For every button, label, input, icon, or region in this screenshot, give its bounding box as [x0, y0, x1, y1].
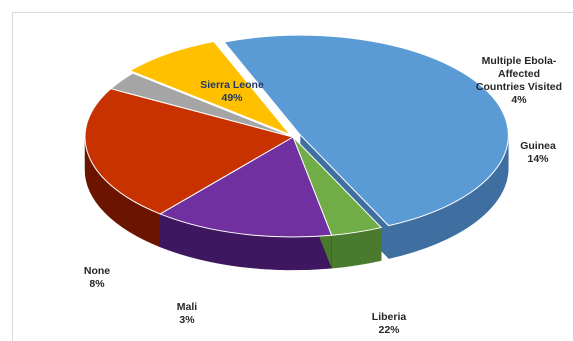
pie-slice-none [128, 40, 291, 136]
data-label-guinea: Guinea 14% [520, 140, 556, 165]
data-label-none: None 8% [84, 265, 110, 290]
data-label-liberia: Liberia 22% [372, 311, 407, 336]
pie-slice-liberia [84, 88, 295, 215]
data-label-sierra-leone: Sierra Leone 49% [200, 79, 264, 104]
data-label-mali-name: Mali [177, 301, 198, 313]
data-label-multiple-line1: Multiple Ebola- [482, 55, 557, 67]
data-label-sierra-leone-name: Sierra Leone [200, 79, 264, 91]
pie-slice-sierra-leone [223, 34, 509, 227]
chart-border-left [12, 12, 13, 341]
data-label-guinea-name: Guinea [520, 140, 556, 152]
data-label-none-pct: 8% [89, 278, 105, 290]
pie-slice-guinea [158, 136, 333, 238]
pie-slices-layer [84, 34, 509, 271]
data-label-multiple-line3: Countries Visited [476, 81, 562, 93]
data-label-liberia-name: Liberia [372, 311, 407, 323]
data-label-mali: Mali 3% [177, 301, 198, 326]
data-label-mali-pct: 3% [179, 314, 195, 326]
data-label-liberia-pct: 22% [378, 324, 400, 336]
data-label-none-name: None [84, 265, 110, 277]
pie-slice-mali [109, 72, 294, 138]
data-label-multiple-countries: Multiple Ebola- Affected Countries Visit… [476, 55, 562, 106]
data-label-sierra-leone-pct: 49% [221, 92, 243, 104]
data-label-multiple-line2: Affected [498, 68, 540, 80]
chart-border-top [12, 12, 573, 13]
data-label-guinea-pct: 14% [527, 153, 549, 165]
data-label-multiple-pct: 4% [511, 94, 527, 106]
